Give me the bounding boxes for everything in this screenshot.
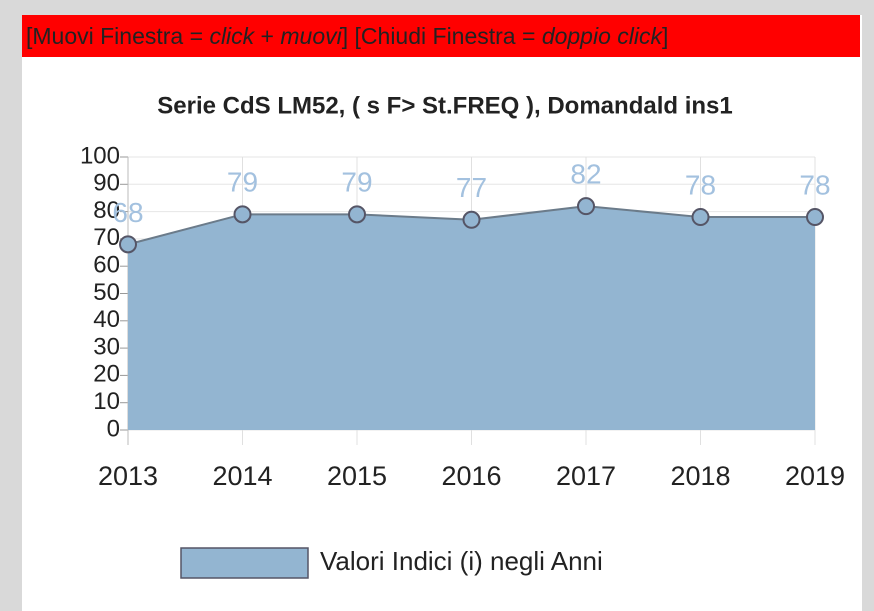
marker <box>119 235 137 254</box>
data-label: 77 <box>456 172 487 203</box>
data-label: 79 <box>227 167 258 198</box>
legend-label: Valori Indici (i) negli Anni <box>320 546 603 576</box>
y-tick-label: 70 <box>93 224 120 251</box>
data-label: 79 <box>341 167 372 198</box>
y-tick-label: 30 <box>93 333 120 360</box>
marker <box>233 205 252 224</box>
window-header[interactable]: [Muovi Finestra = click + muovi] [Chiudi… <box>22 15 860 57</box>
marker <box>806 208 824 227</box>
x-tick-label: 2015 <box>327 461 387 491</box>
header-text: click <box>209 23 255 49</box>
header-text: [Muovi Finestra = <box>26 23 210 49</box>
chart-title: Serie CdS LM52, ( s F> St.FREQ ), Domand… <box>157 92 732 119</box>
x-tick-label: 2018 <box>670 461 730 491</box>
marker <box>577 197 595 216</box>
y-tick-label: 40 <box>93 306 120 333</box>
header-text: + <box>254 23 281 49</box>
data-label: 68 <box>112 197 143 228</box>
marker <box>348 205 366 224</box>
data-label: 78 <box>685 169 716 200</box>
header-text: ] [Chiudi Finestra = <box>341 23 542 49</box>
x-tick-label: 2016 <box>441 461 501 491</box>
data-label: 82 <box>570 159 601 190</box>
y-tick-label: 100 <box>80 142 120 169</box>
x-tick-label: 2014 <box>212 461 272 491</box>
area <box>128 206 815 430</box>
y-tick-label: 20 <box>93 361 120 388</box>
y-tick-label: 60 <box>93 252 120 279</box>
y-tick-label: 0 <box>107 415 120 442</box>
data-label: 78 <box>799 169 830 200</box>
x-tick-label: 2017 <box>556 461 616 491</box>
header-text: muovi <box>280 23 342 49</box>
y-tick-label: 80 <box>93 197 120 224</box>
x-tick-label: 2013 <box>98 461 158 491</box>
y-tick-label: 50 <box>93 279 120 306</box>
header-text: ] <box>662 23 669 49</box>
marker <box>691 208 710 227</box>
legend-swatch <box>180 547 309 579</box>
y-tick-label: 90 <box>93 170 120 197</box>
marker <box>462 210 481 229</box>
y-tick-label: 10 <box>93 388 120 415</box>
header-text: doppio click <box>541 23 662 49</box>
x-tick-label: 2019 <box>785 461 845 491</box>
